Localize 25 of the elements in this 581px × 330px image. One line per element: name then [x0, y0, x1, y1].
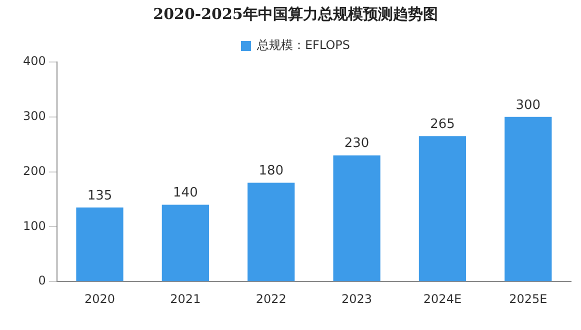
data-label: 300	[516, 98, 541, 113]
x-tick-label: 2022	[256, 292, 286, 306]
legend-label: 总规模：EFLOPS	[256, 38, 350, 52]
data-label: 135	[87, 188, 112, 204]
y-tick-label: 0	[38, 274, 46, 288]
y-tick-label: 300	[23, 109, 46, 124]
bar	[418, 136, 466, 282]
bar	[333, 155, 380, 282]
x-tick-label: 2025E	[509, 292, 548, 306]
data-label: 140	[173, 186, 198, 201]
x-tick-label: 2023	[342, 292, 372, 306]
x-tick-label: 2021	[170, 292, 201, 306]
y-tick-label: 100	[23, 218, 46, 233]
data-label: 265	[430, 116, 455, 132]
bar	[504, 116, 552, 282]
x-tick-label: 2024E	[423, 292, 462, 306]
data-label: 180	[258, 164, 284, 179]
y-tick-label: 200	[23, 164, 46, 178]
bar	[162, 204, 209, 282]
bar	[248, 182, 295, 282]
chart-title: 2020-2025年中国算力总规模预测趋势图	[153, 4, 438, 23]
x-tick-label: 2020	[84, 292, 116, 306]
data-label: 230	[344, 136, 370, 152]
bar	[76, 207, 124, 282]
y-tick-label: 400	[23, 54, 46, 68]
